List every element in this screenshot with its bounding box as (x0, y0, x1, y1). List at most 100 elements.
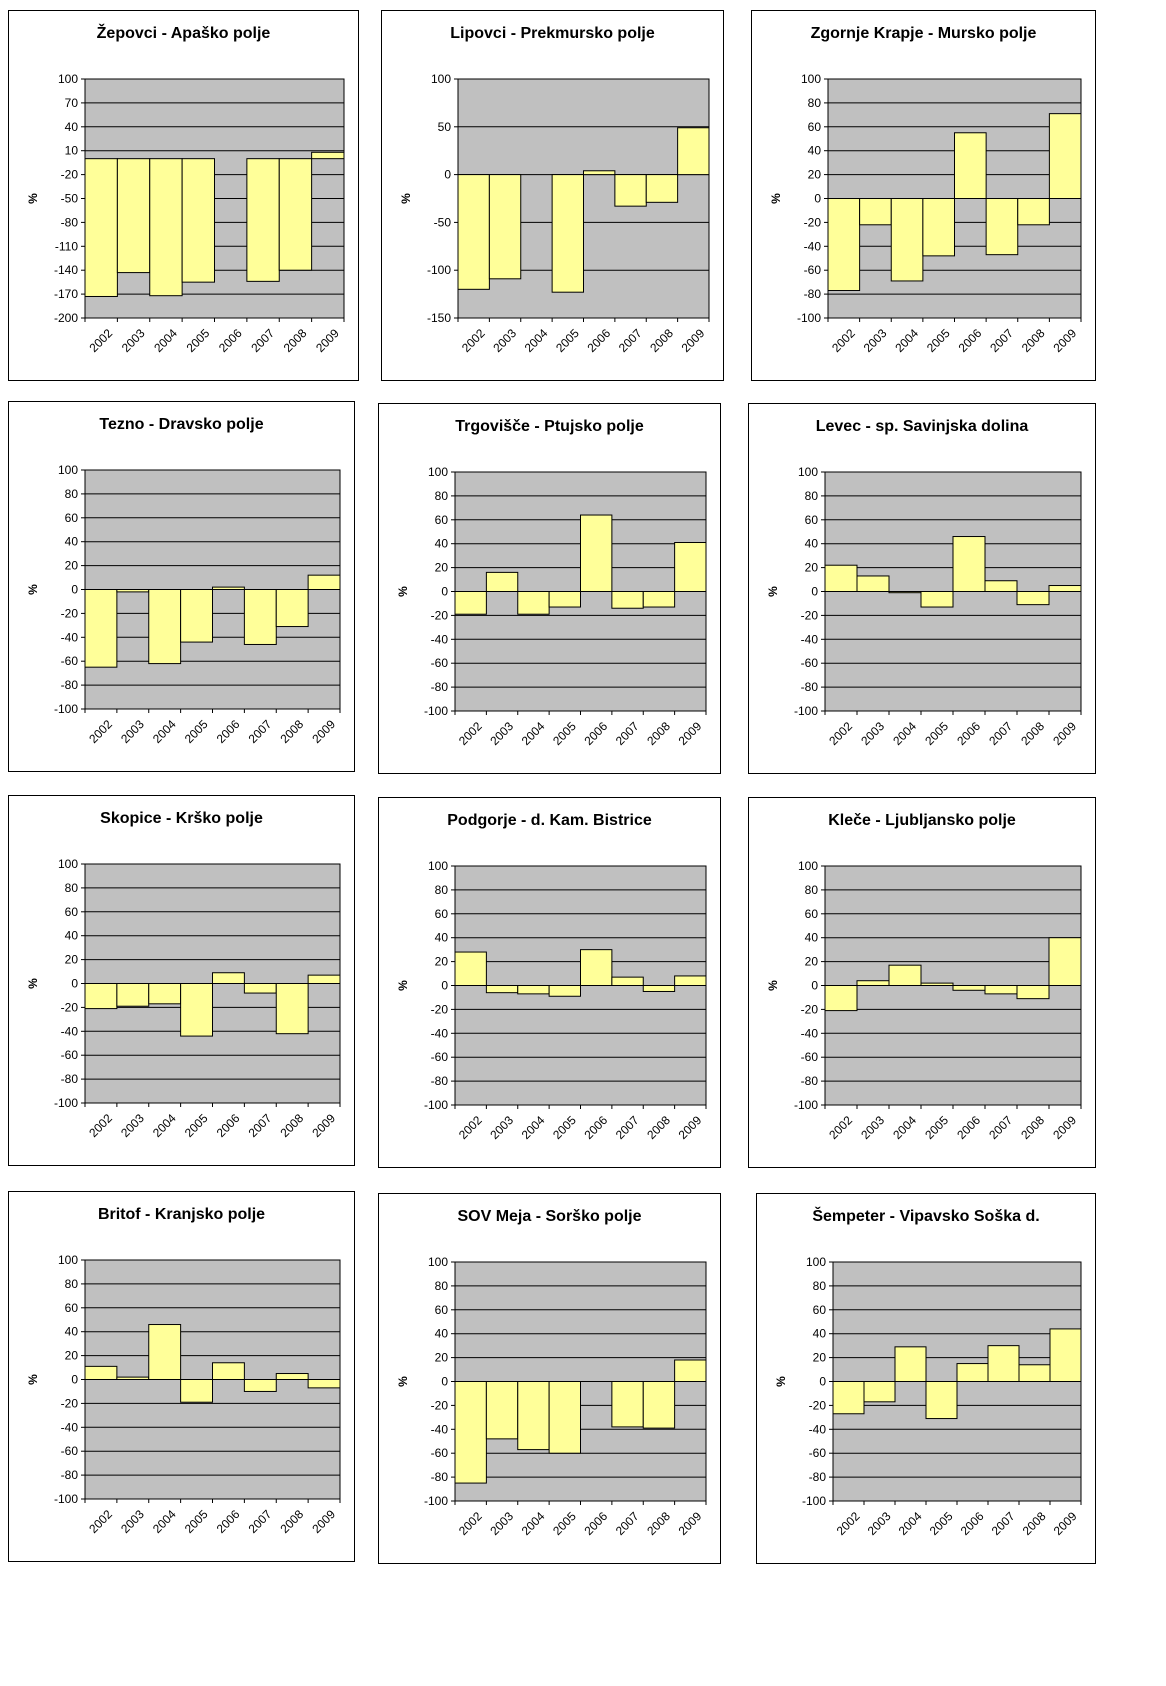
y-tick-label: 100 (798, 465, 818, 479)
bar-2003 (485, 1381, 519, 1440)
y-axis-label: % (26, 978, 40, 989)
y-tick-label: 0 (441, 979, 448, 993)
y-tick-label: 20 (813, 1351, 827, 1365)
x-tick-label: 2007 (986, 719, 1015, 748)
x-tick-label: 2003 (865, 1509, 894, 1538)
y-tick-label: -60 (61, 654, 79, 668)
bar-2008 (275, 983, 309, 1035)
bar-2004 (517, 1381, 550, 1451)
bar-2003 (856, 575, 890, 592)
x-tick-label: 2004 (892, 326, 921, 355)
x-tick-label: 2007 (246, 1111, 275, 1140)
bar-2005 (548, 591, 581, 608)
x-tick-label: 2007 (613, 719, 642, 748)
y-tick-label: -110 (55, 239, 78, 253)
x-tick-label: 2005 (924, 326, 953, 355)
y-tick-label: -40 (61, 630, 79, 644)
bar-2002 (827, 198, 861, 292)
bar-2002 (84, 1365, 118, 1380)
y-tick-label: -80 (431, 680, 449, 694)
bar-2004 (894, 1346, 927, 1382)
y-tick-label: -80 (61, 678, 79, 692)
y-tick-label: 100 (428, 465, 448, 479)
y-tick-label: 20 (435, 561, 449, 575)
x-tick-label: 2006 (216, 326, 245, 355)
y-tick-label: -20 (61, 168, 79, 182)
bar-2004 (888, 591, 922, 594)
y-axis-label: % (774, 1376, 788, 1387)
bar-2007 (243, 1379, 277, 1392)
bar-2002 (832, 1381, 865, 1415)
x-tick-label: 2006 (581, 1509, 610, 1538)
bar-2006 (952, 985, 986, 991)
bar-2003 (116, 158, 151, 274)
y-tick-label: -50 (61, 192, 79, 206)
y-tick-label: 100 (58, 463, 78, 477)
x-tick-label: 2007 (987, 326, 1016, 355)
x-tick-label: 2003 (487, 1509, 516, 1538)
bar-2005 (180, 1379, 213, 1403)
y-tick-label: -80 (801, 680, 819, 694)
x-tick-label: 2003 (118, 1111, 147, 1140)
x-tick-label: 2005 (182, 1507, 211, 1536)
chart-title: Šempeter - Vipavsko Soška d. (812, 1208, 1040, 1225)
y-tick-label: 60 (808, 120, 822, 134)
y-tick-label: 80 (65, 881, 79, 895)
y-tick-label: -140 (54, 263, 78, 277)
x-tick-label: 2002 (86, 1111, 115, 1140)
x-tick-label: 2007 (986, 1113, 1015, 1142)
bar-2007 (243, 589, 277, 645)
bar-2004 (148, 589, 182, 665)
x-tick-label: 2002 (456, 1113, 485, 1142)
y-tick-label: -40 (61, 1024, 79, 1038)
x-tick-label: 2008 (281, 326, 310, 355)
x-tick-label: 2003 (858, 719, 887, 748)
y-axis-label: % (399, 193, 413, 204)
y-tick-label: -20 (801, 1002, 819, 1016)
y-tick-label: -150 (427, 311, 451, 325)
y-tick-label: -60 (61, 1444, 79, 1458)
x-tick-label: 2005 (550, 719, 579, 748)
bar-2005 (548, 985, 581, 997)
bar-2009 (674, 542, 707, 593)
x-tick-label: 2004 (519, 1113, 548, 1142)
y-tick-label: -60 (431, 1446, 449, 1460)
y-axis-label: % (396, 586, 410, 597)
chart-svg: 100 80 60 40 20 0 -20 -40 -60 -80 -100 2002 2003 2004… (769, 72, 1082, 355)
chart-svg: 100 80 60 40 20 0 -20 -40 -60 -80 -100 2002 2003 2004… (26, 1253, 341, 1536)
y-tick-label: -20 (431, 1002, 449, 1016)
y-tick-label: 20 (805, 561, 819, 575)
bar-2003 (485, 985, 519, 994)
bar-2004 (148, 1324, 182, 1380)
x-tick-label: 2008 (1019, 326, 1048, 355)
y-tick-label: 60 (813, 1303, 827, 1317)
x-tick-label: 2006 (581, 719, 610, 748)
y-tick-label: 70 (65, 96, 79, 110)
x-tick-label: 2004 (519, 719, 548, 748)
chart-panel-britof: Britof - Kranjsko polje 100 80 60 40 20 0 -20 -… (8, 1191, 355, 1562)
bar-2009 (1048, 937, 1082, 986)
y-tick-label: -60 (431, 656, 449, 670)
y-axis-label: % (769, 193, 783, 204)
y-tick-label: -60 (801, 1050, 819, 1064)
y-tick-label: 0 (811, 585, 818, 599)
y-tick-label: -20 (801, 608, 819, 622)
y-tick-label: -20 (431, 608, 449, 622)
x-tick-label: 2004 (519, 1509, 548, 1538)
x-tick-label: 2002 (86, 1507, 115, 1536)
x-tick-label: 2005 (553, 326, 582, 355)
y-tick-label: -80 (804, 287, 822, 301)
chart-title: Podgorje - d. Kam. Bistrice (447, 812, 652, 829)
bar-2008 (642, 1381, 676, 1429)
x-tick-label: 2009 (676, 719, 705, 748)
x-tick-label: 2006 (214, 1507, 243, 1536)
bar-2005 (180, 983, 213, 1037)
y-axis-label: % (396, 1376, 410, 1387)
chart-title: Lipovci - Prekmursko polje (450, 25, 655, 42)
bar-2009 (307, 974, 341, 984)
bar-2006 (583, 170, 616, 176)
chart-panel-levec: Levec - sp. Savinjska dolina 100 80 60 40 20… (748, 403, 1096, 774)
bar-2002 (454, 591, 487, 615)
y-tick-label: -40 (801, 632, 819, 646)
bar-2003 (485, 571, 519, 593)
